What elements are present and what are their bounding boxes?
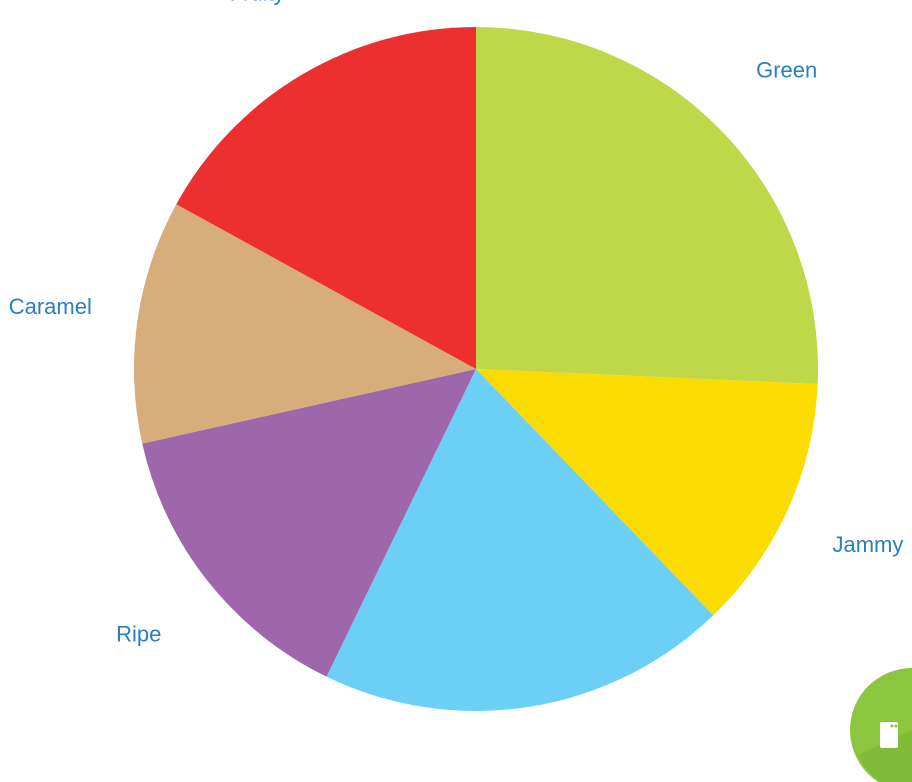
pie-slice-juicy[interactable] <box>326 369 714 712</box>
slice-label-green: Green <box>756 58 817 83</box>
slice-label-ripe: Ripe <box>116 622 161 647</box>
pie-labels: GreenJammyJuicyRipeCaramelFruity <box>9 0 904 647</box>
pie-slice-jammy[interactable] <box>476 369 818 616</box>
slice-label-fruity: Fruity <box>230 0 285 6</box>
pie-slice-ripe[interactable] <box>142 369 477 677</box>
slice-label-caramel: Caramel <box>9 294 92 319</box>
pie-slice-green[interactable] <box>476 27 819 385</box>
pie-slice-caramel[interactable] <box>134 204 476 444</box>
slice-label-jammy: Jammy <box>832 532 903 557</box>
pie-slice-fruity[interactable] <box>176 27 477 369</box>
pie-slices <box>134 27 819 712</box>
app-badge-icon[interactable] <box>848 660 912 782</box>
